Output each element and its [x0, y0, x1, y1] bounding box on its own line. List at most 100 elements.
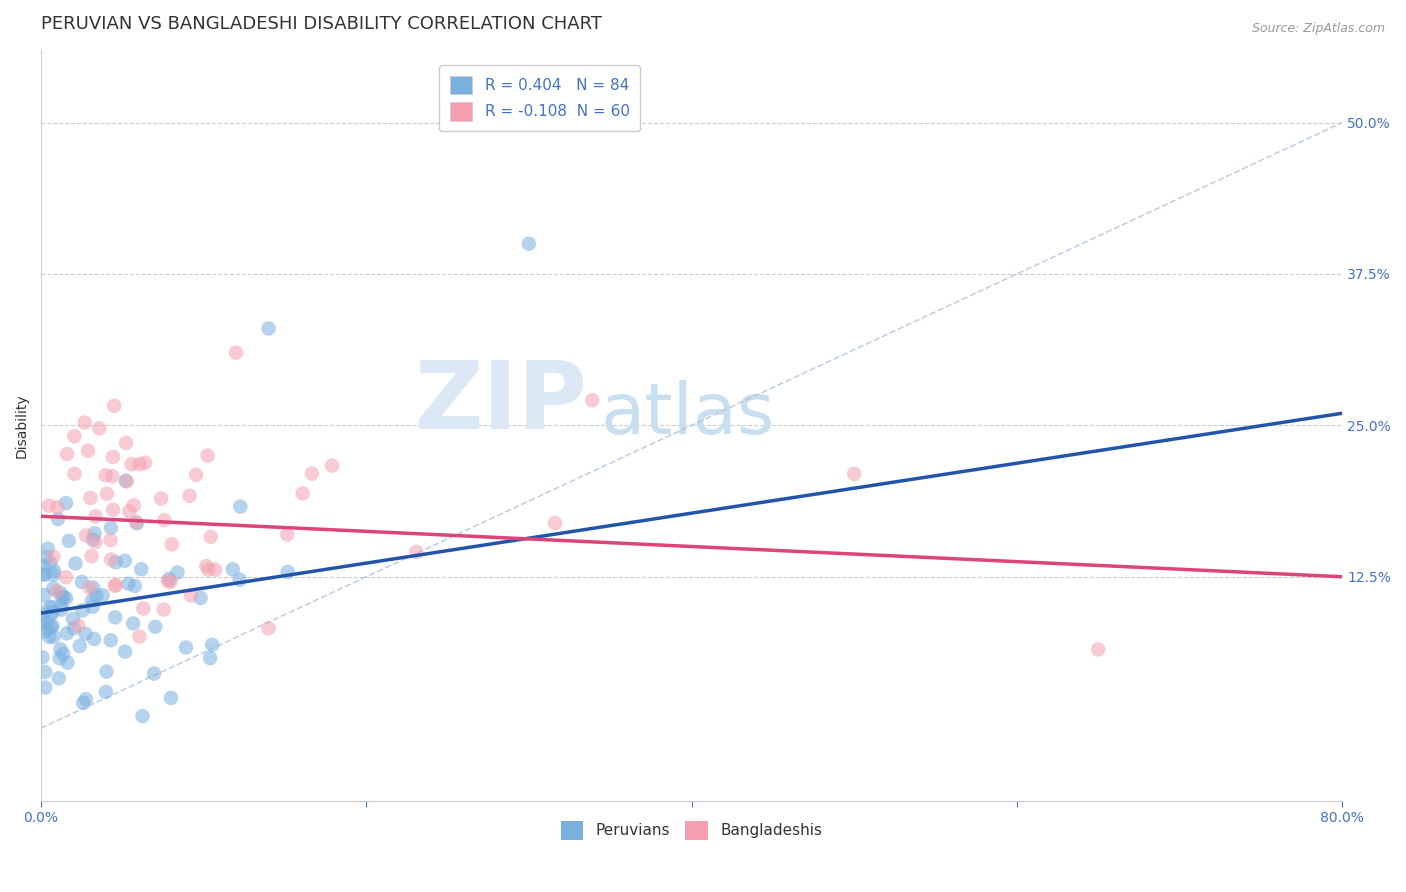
Point — [122, 499, 145, 513]
Point — [100, 521, 122, 535]
Point — [69, 639, 91, 653]
Text: PERUVIAN VS BANGLADESHI DISABILITY CORRELATION CHART: PERUVIAN VS BANGLADESHI DISABILITY CORRE… — [41, 15, 602, 33]
Point — [544, 516, 567, 530]
Point — [70, 574, 93, 589]
Point — [72, 603, 94, 617]
Point — [42, 549, 65, 564]
Point — [84, 509, 107, 524]
Point — [31, 650, 53, 665]
Point — [35, 616, 58, 631]
Text: ZIP: ZIP — [415, 357, 588, 449]
Point — [39, 608, 62, 623]
Point — [32, 558, 55, 573]
Point — [131, 709, 153, 723]
Point — [32, 588, 55, 602]
Point — [157, 574, 180, 589]
Point — [103, 399, 125, 413]
Point — [46, 512, 69, 526]
Point — [125, 516, 148, 531]
Point — [82, 581, 104, 595]
Point — [67, 619, 90, 633]
Point — [184, 467, 207, 482]
Text: atlas: atlas — [600, 380, 775, 449]
Point — [80, 593, 103, 607]
Point — [38, 599, 60, 614]
Point — [100, 633, 122, 648]
Point — [38, 499, 60, 513]
Point — [86, 589, 108, 603]
Point — [55, 591, 77, 606]
Point — [32, 567, 55, 582]
Point — [79, 491, 101, 505]
Point — [34, 665, 56, 679]
Point — [114, 645, 136, 659]
Point — [56, 626, 79, 640]
Point — [96, 487, 118, 501]
Point — [96, 665, 118, 679]
Point — [124, 579, 146, 593]
Point — [204, 563, 226, 577]
Point — [201, 638, 224, 652]
Point — [159, 574, 181, 589]
Point — [89, 421, 111, 435]
Point — [42, 581, 65, 595]
Point — [104, 578, 127, 592]
Point — [55, 496, 77, 510]
Point — [581, 393, 603, 408]
Point — [143, 666, 166, 681]
Point — [229, 500, 252, 514]
Point — [301, 467, 323, 481]
Point — [195, 559, 218, 574]
Point — [94, 468, 117, 483]
Y-axis label: Disability: Disability — [15, 393, 30, 458]
Point — [179, 489, 201, 503]
Point — [132, 601, 155, 615]
Point — [197, 563, 219, 577]
Point — [35, 549, 58, 564]
Point — [114, 554, 136, 568]
Point — [100, 552, 122, 566]
Point — [52, 647, 75, 661]
Point — [39, 556, 62, 570]
Point — [104, 579, 127, 593]
Point — [79, 581, 101, 595]
Point — [190, 591, 212, 605]
Point — [153, 513, 176, 527]
Point — [114, 474, 136, 488]
Point — [277, 565, 299, 579]
Point — [56, 656, 79, 670]
Point — [257, 321, 280, 335]
Point — [94, 685, 117, 699]
Point — [82, 533, 104, 547]
Point — [115, 436, 138, 450]
Point — [51, 603, 73, 617]
Point — [37, 541, 59, 556]
Point — [75, 692, 97, 706]
Point — [122, 616, 145, 631]
Point — [75, 528, 97, 542]
Point — [405, 545, 427, 559]
Point — [51, 591, 73, 605]
Point — [75, 626, 97, 640]
Point — [101, 502, 124, 516]
Point — [84, 535, 107, 549]
Point — [128, 457, 150, 471]
Point — [42, 567, 65, 582]
Point — [83, 526, 105, 541]
Point — [31, 614, 53, 628]
Point — [257, 621, 280, 635]
Point — [101, 450, 124, 464]
Point — [49, 642, 72, 657]
Point — [844, 467, 866, 481]
Point — [200, 530, 222, 544]
Point — [160, 537, 183, 551]
Point — [198, 651, 221, 665]
Point — [152, 602, 174, 616]
Point — [58, 533, 80, 548]
Point — [63, 429, 86, 443]
Point — [291, 486, 314, 500]
Point — [62, 612, 84, 626]
Point — [48, 671, 70, 685]
Point — [143, 620, 166, 634]
Point — [118, 504, 141, 518]
